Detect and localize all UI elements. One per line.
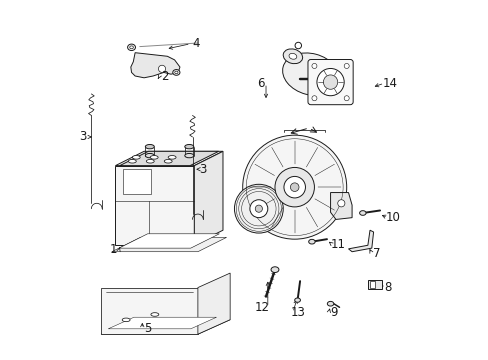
- Ellipse shape: [283, 49, 302, 64]
- Polygon shape: [348, 230, 373, 252]
- Text: 10: 10: [385, 211, 400, 224]
- Text: 3: 3: [199, 163, 206, 176]
- Polygon shape: [122, 169, 151, 194]
- Ellipse shape: [122, 318, 130, 321]
- Ellipse shape: [326, 301, 333, 306]
- Ellipse shape: [168, 156, 176, 159]
- FancyBboxPatch shape: [307, 59, 352, 105]
- Ellipse shape: [129, 46, 133, 49]
- Polygon shape: [108, 317, 216, 329]
- Text: 2: 2: [161, 69, 168, 82]
- Polygon shape: [115, 166, 194, 244]
- Polygon shape: [101, 320, 230, 334]
- Circle shape: [242, 135, 346, 239]
- Ellipse shape: [150, 156, 158, 159]
- Ellipse shape: [359, 211, 366, 215]
- Text: 4: 4: [192, 37, 200, 50]
- Circle shape: [311, 96, 316, 101]
- Polygon shape: [115, 151, 223, 166]
- Bar: [369, 281, 374, 288]
- Text: 13: 13: [290, 306, 305, 319]
- Polygon shape: [131, 53, 180, 78]
- Ellipse shape: [308, 239, 314, 244]
- Ellipse shape: [145, 144, 154, 149]
- Polygon shape: [194, 151, 223, 244]
- Ellipse shape: [128, 159, 136, 163]
- Text: 6: 6: [256, 77, 264, 90]
- Circle shape: [311, 63, 316, 68]
- Ellipse shape: [132, 156, 140, 159]
- Polygon shape: [120, 151, 218, 166]
- Polygon shape: [198, 273, 230, 334]
- Circle shape: [316, 68, 344, 96]
- Ellipse shape: [288, 53, 296, 59]
- Circle shape: [323, 75, 337, 89]
- Text: 14: 14: [382, 77, 396, 90]
- Circle shape: [344, 96, 348, 101]
- Circle shape: [158, 65, 165, 72]
- Polygon shape: [330, 193, 351, 220]
- Ellipse shape: [127, 44, 135, 50]
- Circle shape: [284, 176, 305, 198]
- Ellipse shape: [174, 71, 178, 74]
- Text: 5: 5: [143, 322, 151, 335]
- Circle shape: [290, 183, 298, 192]
- Polygon shape: [119, 234, 219, 248]
- Text: 11: 11: [329, 238, 345, 251]
- Circle shape: [337, 200, 344, 207]
- Ellipse shape: [172, 69, 180, 75]
- Ellipse shape: [151, 313, 159, 316]
- Circle shape: [234, 184, 283, 233]
- Text: 8: 8: [384, 281, 391, 294]
- Text: 3: 3: [79, 130, 86, 144]
- Circle shape: [274, 167, 314, 207]
- Ellipse shape: [282, 53, 338, 95]
- Polygon shape: [101, 288, 198, 334]
- Bar: [367, 280, 381, 289]
- Circle shape: [255, 205, 262, 212]
- Circle shape: [249, 200, 267, 218]
- Polygon shape: [112, 237, 226, 252]
- Text: 12: 12: [254, 301, 269, 314]
- Ellipse shape: [184, 144, 193, 149]
- Ellipse shape: [146, 159, 154, 163]
- Circle shape: [294, 42, 301, 49]
- Text: 9: 9: [330, 306, 337, 319]
- Ellipse shape: [184, 153, 193, 158]
- Text: 1: 1: [110, 243, 117, 256]
- Circle shape: [344, 63, 348, 68]
- Ellipse shape: [164, 159, 172, 163]
- Ellipse shape: [270, 267, 278, 273]
- Ellipse shape: [145, 153, 154, 158]
- Ellipse shape: [294, 298, 300, 302]
- Text: 7: 7: [373, 247, 380, 260]
